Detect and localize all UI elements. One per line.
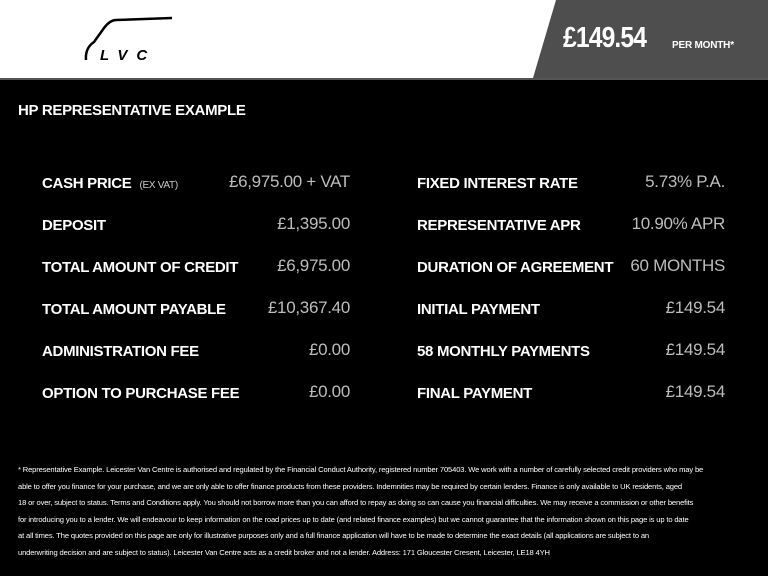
row-label: CASH PRICE (EX VAT)	[42, 175, 178, 192]
row-label: OPTION TO PURCHASE FEE	[42, 385, 240, 402]
finance-row: 58 MONTHLY PAYMENTS £149.54	[417, 340, 726, 363]
svg-text:LVC: LVC	[100, 47, 156, 64]
row-label: DURATION OF AGREEMENT	[417, 259, 614, 276]
disclaimer: * Representative Example. Leicester Van …	[18, 462, 703, 562]
per-month-label: PER MONTH*	[672, 40, 734, 51]
row-sublabel: (EX VAT)	[139, 180, 179, 191]
row-label: FIXED INTEREST RATE	[417, 175, 578, 192]
row-label: TOTAL AMOUNT OF CREDIT	[42, 259, 238, 276]
row-value: £1,395.00	[277, 214, 350, 233]
disclaimer-line: at all times. The quotes provided on thi…	[18, 531, 649, 541]
row-label-text: CASH PRICE	[42, 175, 132, 192]
row-label-text: REPRESENTATIVE APR	[417, 217, 581, 234]
row-value: 60 MONTHS	[630, 256, 725, 275]
header-divider	[0, 78, 768, 80]
finance-row: TOTAL AMOUNT OF CREDIT £6,975.00	[42, 256, 350, 279]
row-label: 58 MONTHLY PAYMENTS	[417, 343, 590, 360]
row-label-text: TOTAL AMOUNT OF CREDIT	[42, 259, 239, 276]
row-value: £149.54	[665, 382, 726, 401]
row-label-text: DURATION OF AGREEMENT	[417, 259, 614, 276]
section-title: HP REPRESENTATIVE EXAMPLE	[18, 102, 246, 119]
row-label: INITIAL PAYMENT	[417, 301, 540, 318]
row-label-text: DEPOSIT	[42, 217, 106, 234]
finance-row: REPRESENTATIVE APR 10.90% APR	[417, 214, 726, 237]
row-label-text: OPTION TO PURCHASE FEE	[42, 385, 240, 402]
row-label: FINAL PAYMENT	[417, 385, 532, 402]
finance-row: OPTION TO PURCHASE FEE £0.00	[42, 382, 350, 405]
row-value: 5.73% P.A.	[645, 172, 725, 191]
finance-row: DEPOSIT £1,395.00	[42, 214, 350, 237]
row-label-text: 58 MONTHLY PAYMENTS	[417, 343, 590, 360]
lvc-logo[interactable]: LVC	[82, 14, 178, 64]
disclaimer-line: 18 or over, subject to status. Terms and…	[18, 498, 694, 508]
row-label: REPRESENTATIVE APR	[417, 217, 581, 234]
row-value: £10,367.40	[267, 298, 350, 317]
disclaimer-line: for introducing you to a lender. We will…	[18, 514, 689, 524]
row-value: £149.54	[665, 298, 726, 317]
row-label-text: INITIAL PAYMENT	[417, 301, 540, 318]
finance-row: CASH PRICE (EX VAT) £6,975.00 + VAT	[42, 172, 350, 195]
finance-row: TOTAL AMOUNT PAYABLE £10,367.40	[42, 298, 350, 321]
row-value: £0.00	[308, 340, 350, 359]
row-value: £149.54	[665, 340, 726, 359]
monthly-price: £149.54	[563, 22, 647, 54]
finance-row: FINAL PAYMENT £149.54	[417, 382, 726, 405]
row-value: £6,975.00	[277, 256, 350, 275]
disclaimer-line: * Representative Example. Leicester Van …	[18, 465, 704, 474]
row-label-text: FIXED INTEREST RATE	[417, 175, 578, 192]
row-label-text: FINAL PAYMENT	[417, 385, 533, 402]
finance-row: ADMINISTRATION FEE £0.00	[42, 340, 350, 363]
disclaimer-line: underwriting decision and are subject to…	[18, 547, 550, 557]
disclaimer-line: able to offer you finance for your purch…	[18, 481, 683, 491]
row-label-text: TOTAL AMOUNT PAYABLE	[42, 301, 226, 318]
row-value: £0.00	[308, 382, 350, 401]
row-label-text: ADMINISTRATION FEE	[42, 343, 199, 360]
finance-row: FIXED INTEREST RATE 5.73% P.A.	[417, 172, 725, 195]
row-value: £6,975.00 + VAT	[228, 172, 350, 191]
row-label: TOTAL AMOUNT PAYABLE	[42, 301, 226, 318]
finance-row: INITIAL PAYMENT £149.54	[417, 298, 726, 321]
row-label: DEPOSIT	[42, 217, 106, 234]
row-label: ADMINISTRATION FEE	[42, 343, 199, 360]
row-value: 10.90% APR	[631, 214, 726, 233]
finance-row: DURATION OF AGREEMENT 60 MONTHS	[417, 256, 725, 279]
monthly-price-panel	[533, 0, 768, 78]
